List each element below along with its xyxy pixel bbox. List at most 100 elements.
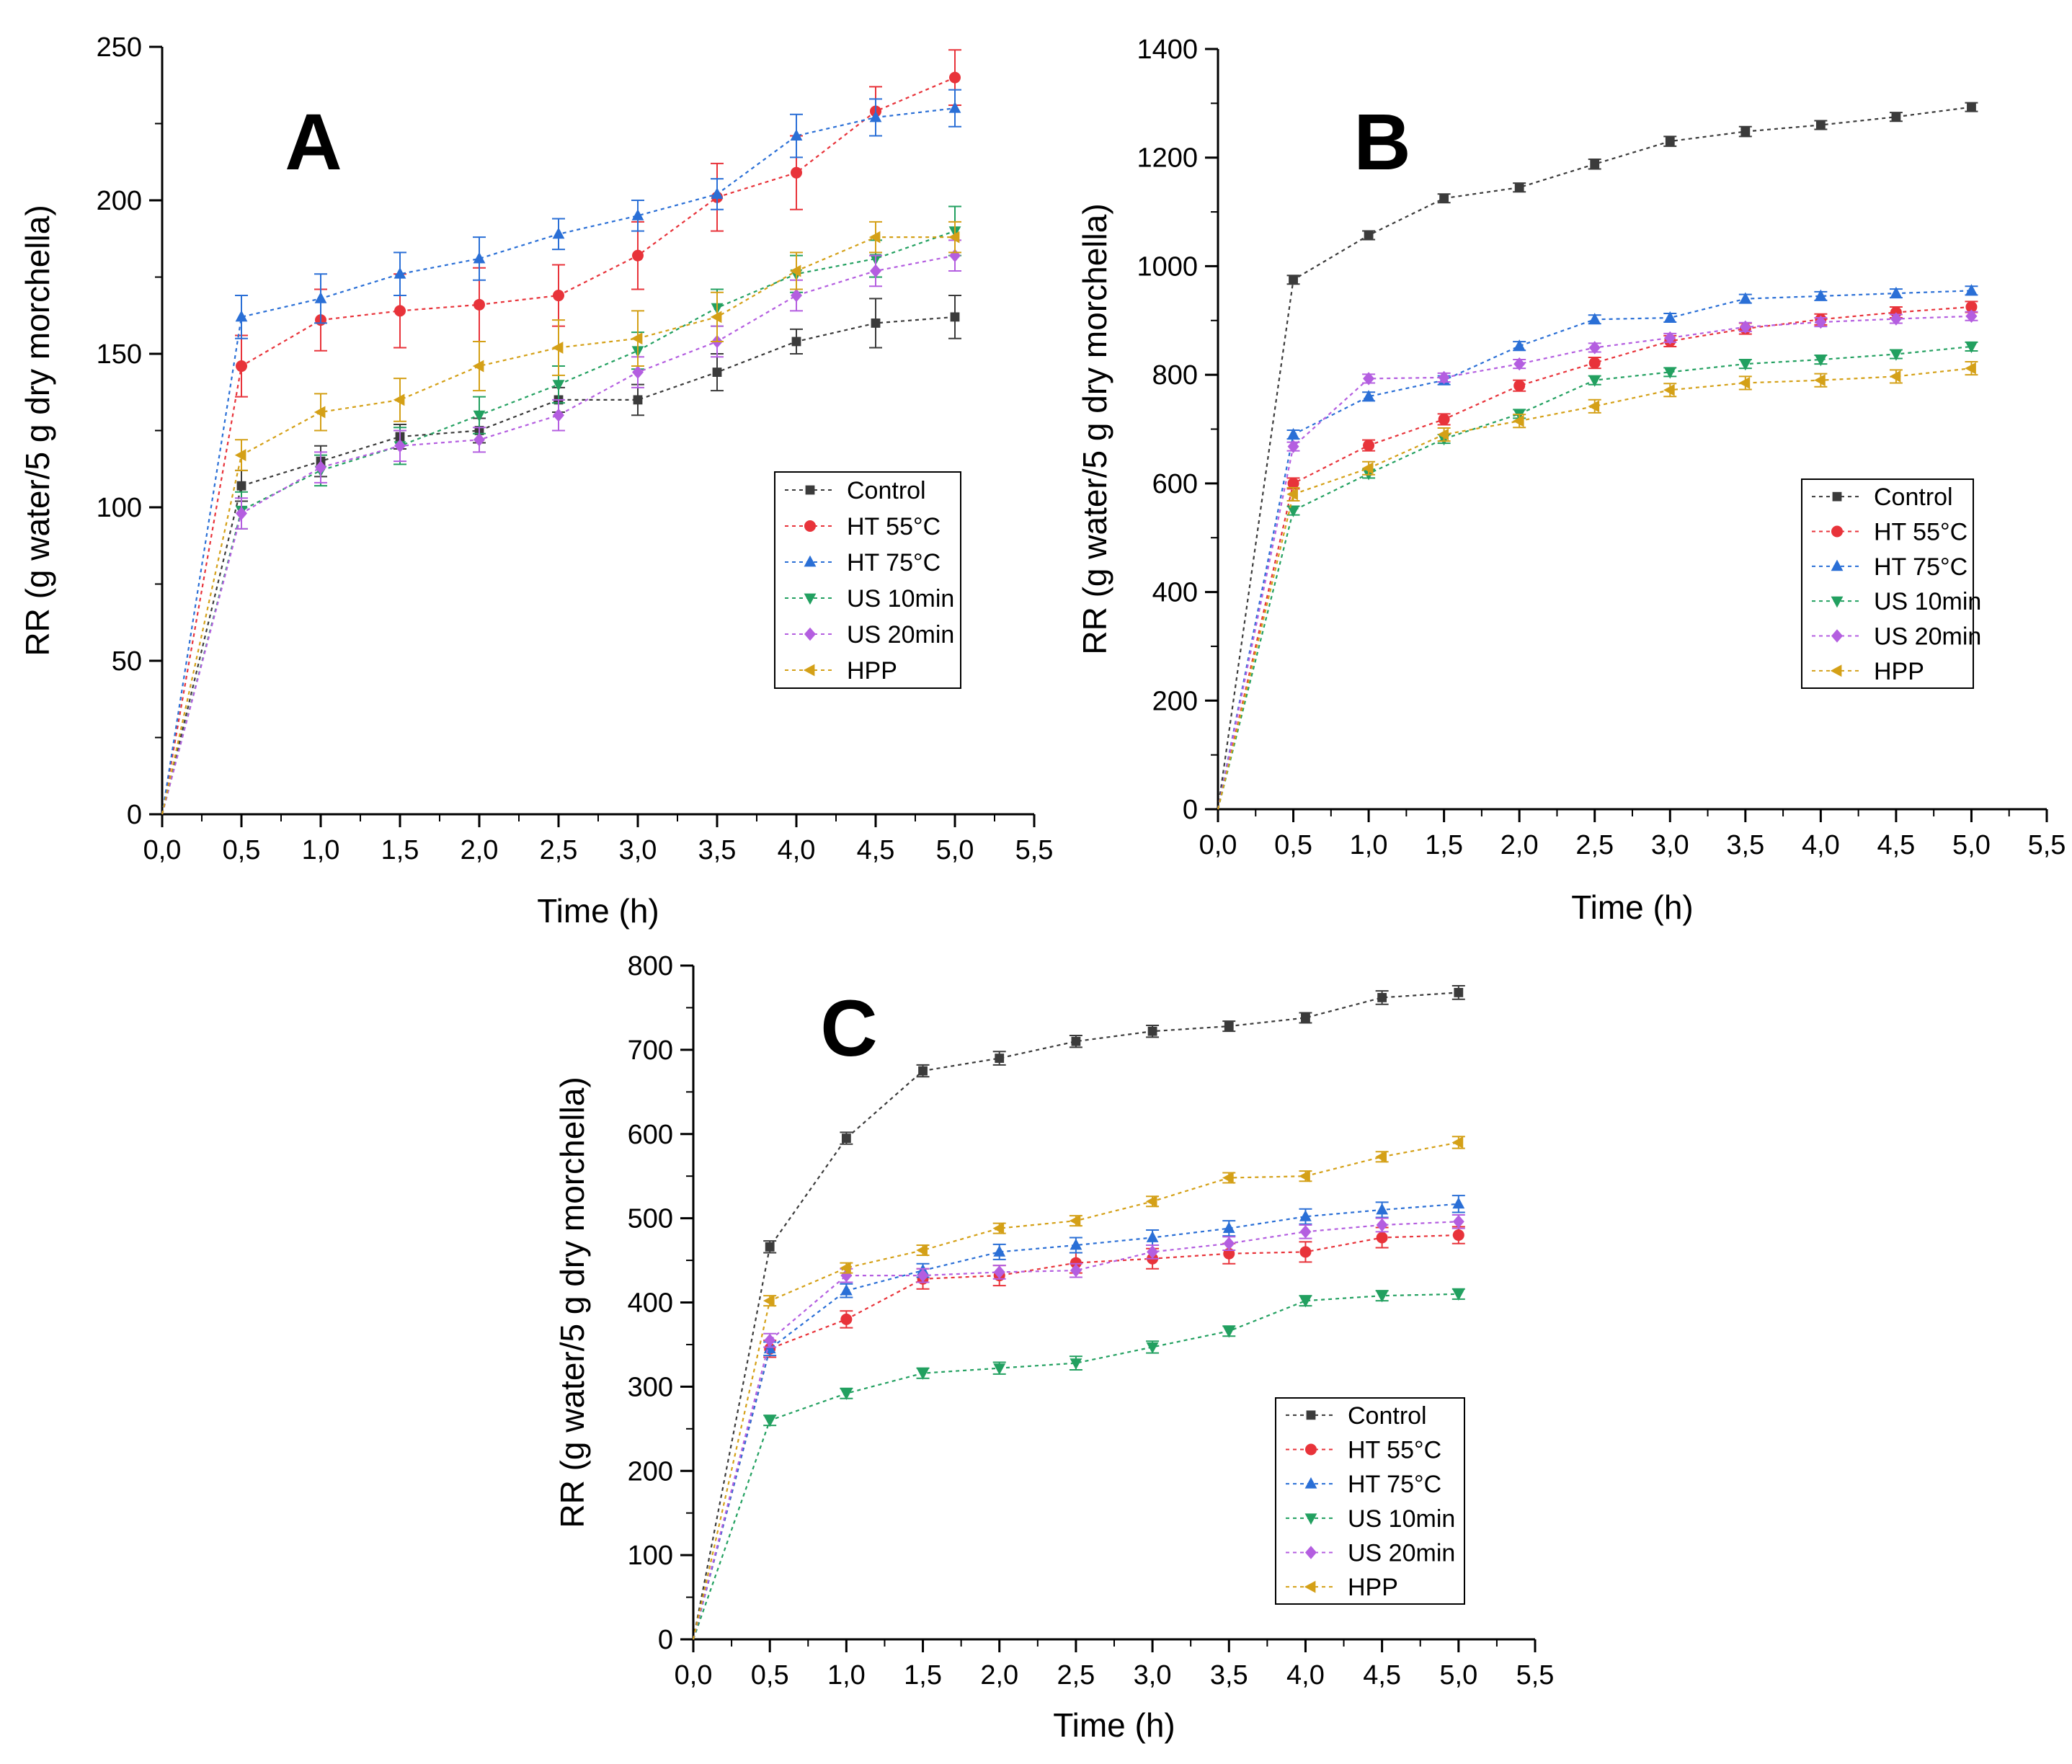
- data-point: [473, 298, 485, 311]
- data-point: [917, 1268, 929, 1283]
- data-point: [765, 1242, 775, 1252]
- x-tick-label: 2,5: [540, 835, 578, 865]
- data-point: [553, 290, 564, 302]
- data-point: [1965, 362, 1976, 375]
- y-tick-label: 200: [1152, 686, 1198, 716]
- data-point: [1376, 1231, 1388, 1244]
- y-tick-label: 400: [1152, 578, 1198, 608]
- x-tick-label: 3,0: [1134, 1660, 1172, 1690]
- legend: Control HT 55°C HT 75°C US 10min US 20min HPP: [1275, 1397, 1465, 1605]
- y-tick-label: 50: [112, 646, 142, 677]
- y-tick-label: 0: [658, 1625, 673, 1655]
- data-point: [1452, 1289, 1465, 1301]
- data-point: [791, 288, 802, 303]
- data-point: [552, 380, 565, 391]
- x-tick-label: 0,0: [143, 835, 182, 865]
- data-point: [1070, 1257, 1082, 1269]
- data-point: [1223, 1237, 1235, 1250]
- series-line: [692, 992, 1459, 1640]
- data-point: [1071, 1036, 1081, 1046]
- data-point: [992, 1222, 1005, 1235]
- data-point: [1377, 993, 1387, 1002]
- data-point: [632, 249, 644, 262]
- legend-marker: [1305, 1443, 1317, 1456]
- series-line: [692, 1293, 1459, 1640]
- data-point: [393, 393, 405, 406]
- legend-label: US 20min: [1348, 1540, 1455, 1567]
- series-line: [1217, 306, 1972, 810]
- legend-marker: [1832, 491, 1842, 502]
- series-us-10min: [692, 1288, 1465, 1640]
- series-ht-75-c: [161, 89, 961, 815]
- series-line: [161, 76, 956, 815]
- legend-marker: [1831, 629, 1843, 643]
- x-tick-label: 5,0: [1439, 1660, 1477, 1690]
- legend-label: US 20min: [847, 621, 954, 649]
- legend-label: Control: [847, 477, 926, 504]
- legend-item: HT 75°C: [1812, 553, 1967, 581]
- data-point: [841, 1133, 851, 1143]
- data-point: [950, 312, 960, 322]
- legend-marker: [804, 593, 817, 605]
- x-tick-label: 1,5: [1425, 830, 1463, 860]
- data-point: [1287, 440, 1299, 453]
- legend-label: Control: [1874, 484, 1953, 511]
- series-line: [692, 1203, 1459, 1640]
- legend-label: HT 75°C: [847, 549, 941, 576]
- data-point: [948, 102, 961, 113]
- data-point: [1738, 377, 1751, 389]
- series-hpp: [161, 220, 961, 815]
- data-point: [1147, 1026, 1157, 1036]
- legend-label: Control: [1348, 1402, 1427, 1430]
- data-point: [1513, 380, 1526, 392]
- data-point: [840, 1313, 853, 1325]
- data-point: [235, 310, 248, 322]
- x-tick-label: 3,5: [1210, 1660, 1248, 1690]
- legend-item: HT 75°C: [1286, 1471, 1441, 1498]
- data-point: [918, 1066, 928, 1076]
- y-tick-label: 1400: [1137, 35, 1198, 65]
- x-tick-label: 2,0: [980, 1660, 1018, 1690]
- data-point: [394, 305, 406, 317]
- series-us-20min: [1217, 309, 1978, 810]
- data-point: [633, 395, 643, 405]
- data-point: [1289, 275, 1298, 285]
- series-ht-75-c: [1217, 284, 1978, 810]
- x-tick-label: 4,5: [1877, 830, 1915, 860]
- data-point: [1814, 374, 1826, 387]
- legend-item: HT 55°C: [1286, 1437, 1441, 1464]
- data-point: [916, 1244, 928, 1257]
- data-point: [791, 166, 802, 179]
- data-point: [1588, 375, 1601, 387]
- data-point: [1889, 370, 1901, 383]
- data-point: [1438, 370, 1450, 385]
- data-point: [840, 1283, 853, 1296]
- legend-label: HT 75°C: [1348, 1471, 1441, 1498]
- data-point: [868, 231, 881, 244]
- data-point: [1890, 349, 1903, 361]
- x-tick-label: 4,5: [857, 835, 895, 865]
- data-point: [789, 264, 801, 277]
- data-point: [764, 1333, 776, 1348]
- legend-label: HT 55°C: [847, 513, 941, 540]
- panel-letter: A: [285, 98, 342, 187]
- x-tick-label: 5,5: [2028, 830, 2066, 860]
- x-tick-label: 0,0: [675, 1660, 713, 1690]
- data-point: [791, 337, 801, 347]
- y-tick-label: 500: [628, 1204, 673, 1234]
- legend-item: HT 55°C: [1812, 519, 1967, 546]
- data-point: [315, 460, 326, 474]
- data-point: [710, 311, 722, 324]
- y-tick-label: 0: [1183, 795, 1198, 825]
- x-tick-label: 0,5: [223, 835, 261, 865]
- legend-item: HT 75°C: [785, 549, 941, 576]
- data-point: [762, 1294, 775, 1307]
- data-point: [314, 406, 326, 419]
- y-tick-label: 200: [97, 186, 142, 216]
- data-point: [552, 227, 565, 239]
- legend-item: HPP: [785, 657, 897, 685]
- data-point: [1451, 1136, 1464, 1149]
- data-point: [1891, 112, 1901, 122]
- data-point: [1588, 341, 1601, 355]
- data-point: [1739, 359, 1752, 371]
